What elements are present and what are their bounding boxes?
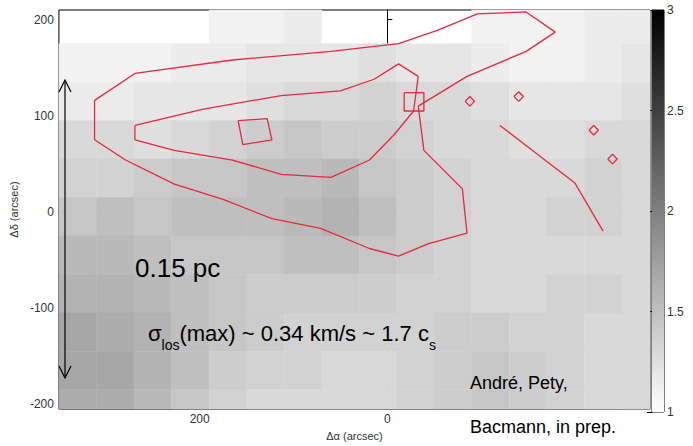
svg-text:σ: σ [148, 321, 162, 346]
svg-text:(max) ~ 0.34 km/s ~ 1.7 c: (max) ~ 0.34 km/s ~ 1.7 c [179, 321, 428, 346]
svg-text:los: los [162, 337, 180, 353]
svg-text:200: 200 [34, 13, 54, 27]
svg-text:André, Pety,: André, Pety, [470, 373, 568, 393]
svg-text:s: s [429, 337, 436, 353]
svg-text:0: 0 [384, 412, 391, 426]
svg-text:2.5: 2.5 [667, 104, 684, 118]
svg-text:0: 0 [47, 205, 54, 219]
svg-text:200: 200 [190, 412, 210, 426]
svg-text:3: 3 [667, 3, 674, 17]
svg-text:-200: -200 [30, 397, 54, 411]
svg-text:Bacmann, in prep.: Bacmann, in prep. [470, 417, 616, 437]
svg-text:1.5: 1.5 [667, 305, 684, 319]
svg-text:1: 1 [667, 405, 674, 419]
svg-text:Δα (arcsec): Δα (arcsec) [326, 430, 383, 442]
svg-text:100: 100 [34, 109, 54, 123]
svg-text:2: 2 [667, 204, 674, 218]
svg-text:0.15 pc: 0.15 pc [135, 253, 220, 283]
svg-text:-100: -100 [30, 301, 54, 315]
svg-text:Δδ (arcsec): Δδ (arcsec) [8, 181, 20, 237]
